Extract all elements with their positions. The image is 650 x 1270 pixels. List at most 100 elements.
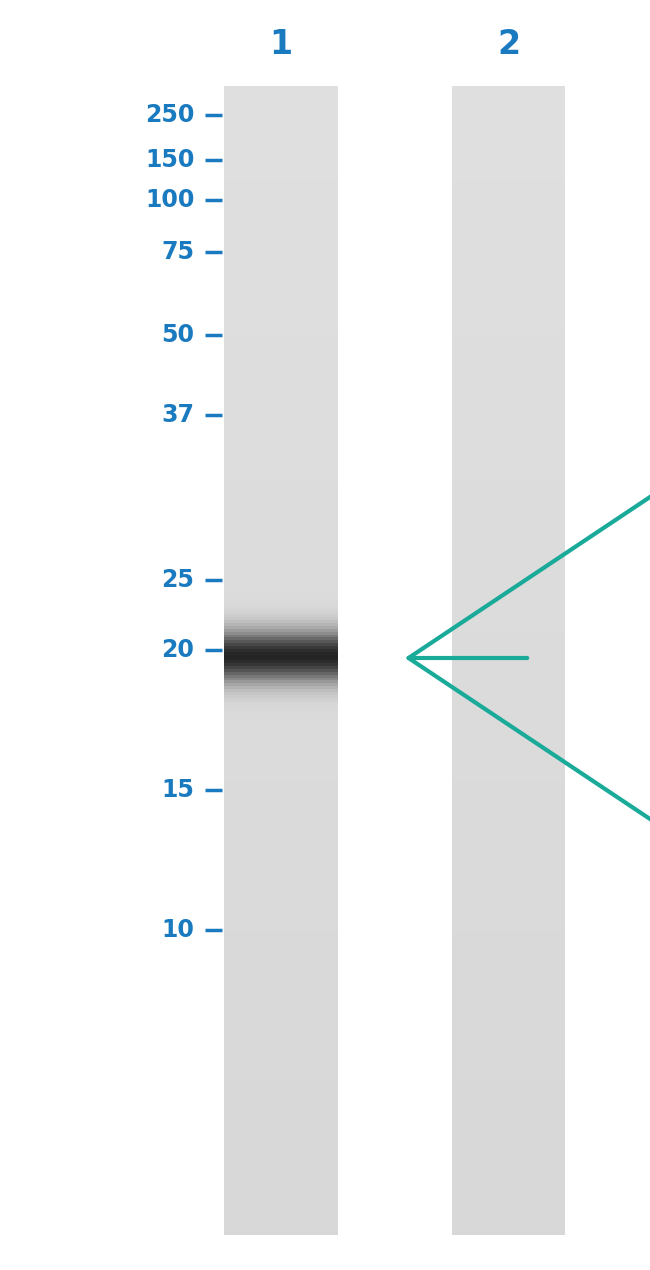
Bar — [224, 448, 338, 451]
Bar — [452, 337, 566, 339]
Bar — [224, 646, 338, 649]
Bar — [452, 207, 566, 211]
Bar — [224, 895, 338, 899]
Bar — [452, 1139, 566, 1143]
Bar — [452, 528, 566, 532]
Bar — [224, 465, 338, 469]
Bar — [452, 930, 566, 933]
Bar — [224, 993, 338, 997]
Bar — [452, 672, 566, 676]
Bar — [452, 726, 566, 730]
Bar — [224, 982, 338, 986]
Bar — [224, 1005, 338, 1008]
Bar — [224, 695, 338, 699]
Bar — [224, 810, 338, 813]
Bar — [224, 485, 338, 489]
Bar — [452, 267, 566, 271]
Bar — [452, 804, 566, 808]
Bar — [452, 950, 566, 954]
Bar — [452, 359, 566, 362]
Bar — [224, 116, 338, 118]
Bar — [224, 772, 338, 776]
Bar — [224, 977, 338, 979]
Bar — [224, 514, 338, 517]
Bar — [224, 155, 338, 159]
Bar — [224, 1100, 338, 1102]
Bar — [452, 810, 566, 813]
Bar — [452, 499, 566, 503]
Bar — [224, 852, 338, 856]
Bar — [224, 1059, 338, 1063]
Bar — [224, 1088, 338, 1091]
Bar — [224, 1002, 338, 1006]
Bar — [452, 325, 566, 328]
Bar — [452, 339, 566, 343]
Bar — [224, 132, 338, 136]
Bar — [452, 1212, 566, 1215]
Bar — [224, 457, 338, 460]
Bar — [224, 284, 338, 288]
Text: 37: 37 — [161, 403, 194, 427]
Bar — [224, 273, 338, 277]
Bar — [452, 232, 566, 236]
Bar — [452, 608, 566, 612]
Bar — [452, 210, 566, 213]
Bar — [224, 735, 338, 738]
Bar — [224, 476, 338, 480]
Bar — [452, 422, 566, 425]
Bar — [452, 847, 566, 851]
Bar — [224, 749, 338, 753]
Bar — [224, 824, 338, 827]
Bar — [452, 273, 566, 277]
Bar — [224, 1154, 338, 1157]
Bar — [452, 795, 566, 799]
Bar — [452, 775, 566, 779]
Bar — [452, 508, 566, 512]
Bar — [224, 856, 338, 859]
Text: 2: 2 — [497, 28, 520, 61]
Bar — [452, 1191, 566, 1195]
Bar — [224, 658, 338, 660]
Bar — [452, 1073, 566, 1077]
Bar — [452, 130, 566, 133]
Bar — [224, 505, 338, 509]
Bar — [224, 1209, 338, 1212]
Bar — [452, 583, 566, 587]
Bar — [224, 528, 338, 532]
Bar — [224, 271, 338, 273]
Bar — [452, 643, 566, 646]
Bar — [452, 1100, 566, 1102]
Bar — [452, 121, 566, 124]
Bar — [224, 583, 338, 587]
Bar — [224, 250, 338, 253]
Bar — [452, 646, 566, 649]
Bar — [452, 469, 566, 471]
Bar — [452, 720, 566, 724]
Bar — [452, 1039, 566, 1043]
Bar — [224, 767, 338, 770]
Bar — [224, 640, 338, 644]
Bar — [452, 1186, 566, 1189]
Bar — [452, 1102, 566, 1106]
Bar — [224, 232, 338, 236]
Bar — [452, 141, 566, 145]
Bar — [452, 612, 566, 615]
Bar — [224, 1128, 338, 1132]
Bar — [224, 845, 338, 847]
Bar — [452, 770, 566, 773]
Bar — [452, 224, 566, 227]
Bar — [224, 387, 338, 391]
Bar — [224, 580, 338, 583]
Bar — [224, 1111, 338, 1114]
Bar — [452, 968, 566, 970]
Bar — [452, 284, 566, 288]
Bar — [452, 540, 566, 544]
Bar — [224, 442, 338, 446]
Bar — [224, 1191, 338, 1195]
Bar — [224, 325, 338, 328]
Bar — [224, 663, 338, 667]
Bar — [452, 1125, 566, 1129]
Bar — [224, 775, 338, 779]
Bar — [452, 380, 566, 382]
Bar — [452, 850, 566, 853]
